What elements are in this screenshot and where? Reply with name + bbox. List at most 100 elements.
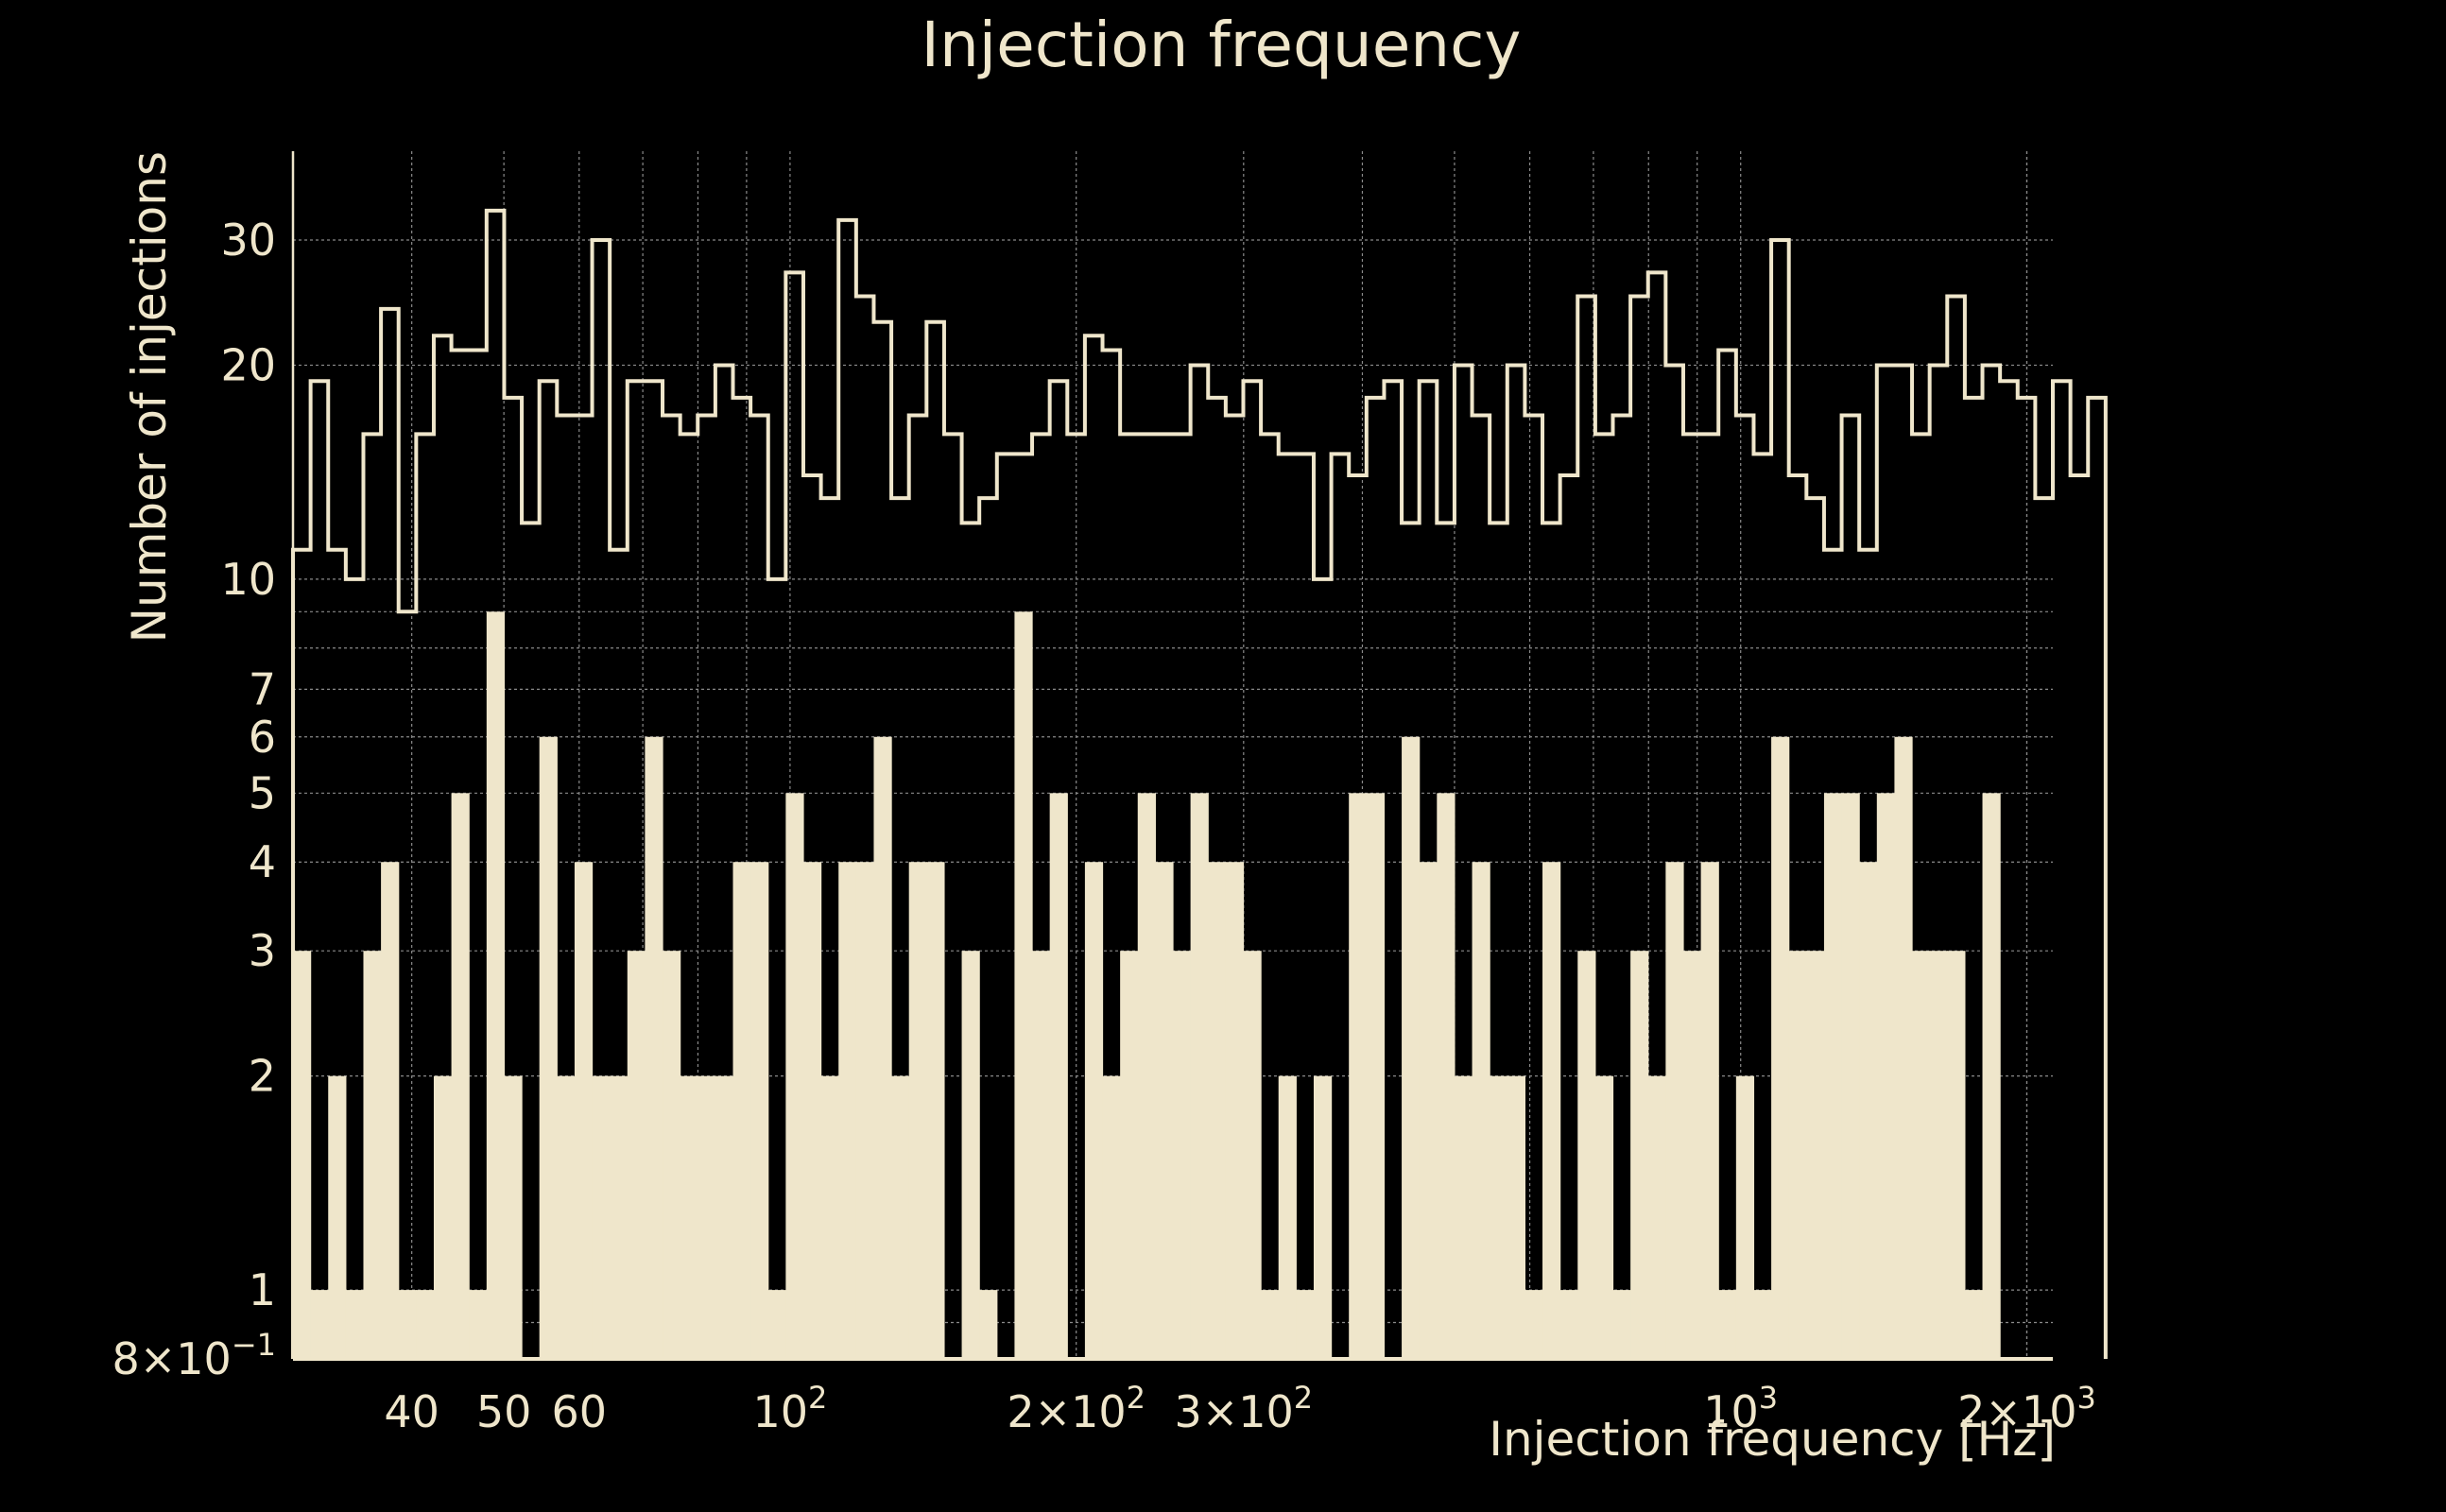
- histogram-bar: [1454, 1075, 1473, 1359]
- histogram-bar: [1137, 793, 1156, 1359]
- y-tick-label: 20: [220, 339, 276, 390]
- histogram-bar: [715, 1075, 734, 1359]
- histogram-bar: [592, 1075, 611, 1359]
- histogram-bar: [1173, 951, 1192, 1359]
- histogram-bar: [1524, 1290, 1543, 1359]
- x-axis-label: Injection frequency [Hz]: [1489, 1412, 2056, 1467]
- histogram-bar: [328, 1075, 347, 1359]
- histogram-bar: [574, 862, 594, 1359]
- histogram-bar: [1225, 862, 1245, 1359]
- histogram-bar: [698, 1075, 716, 1359]
- histogram-bar: [1490, 1075, 1508, 1359]
- histogram-bar: [1472, 862, 1490, 1359]
- histogram-bar: [1014, 611, 1033, 1359]
- histogram-bar: [1823, 793, 1843, 1359]
- x-tick-label: 3×102: [1174, 1380, 1313, 1437]
- histogram-bar: [416, 1290, 435, 1359]
- histogram-bar: [785, 793, 804, 1359]
- histogram-bar: [310, 1290, 329, 1359]
- histogram-bar: [1788, 951, 1807, 1359]
- x-tick-label: 102: [752, 1380, 827, 1437]
- histogram-bar: [610, 1075, 629, 1359]
- histogram-bar: [539, 736, 558, 1359]
- histogram-bar: [1630, 951, 1649, 1359]
- histogram-bar: [1753, 1290, 1772, 1359]
- y-axis-label: Number of injections: [122, 151, 177, 643]
- histogram-bar: [1278, 1075, 1297, 1359]
- y-tick-label: 10: [220, 554, 276, 605]
- histogram-bar: [1190, 793, 1209, 1359]
- histogram-bar: [1577, 951, 1596, 1359]
- histogram-bar: [1084, 862, 1104, 1359]
- histogram-bar: [1155, 862, 1174, 1359]
- histogram-bar: [645, 736, 663, 1359]
- axes: [291, 151, 2053, 1361]
- histogram-bar: [1594, 1075, 1614, 1359]
- histogram-bar: [979, 1290, 998, 1359]
- x-tick-label: 40: [384, 1386, 439, 1437]
- histogram-bar: [451, 793, 470, 1359]
- histogram-bar: [1771, 736, 1790, 1359]
- histogram-bar: [1366, 793, 1386, 1359]
- histogram-bar: [293, 951, 312, 1359]
- histogram-bar: [1507, 1075, 1525, 1359]
- histogram-bar: [363, 951, 382, 1359]
- y-tick-labels: 8×10−1 1 2 3 4 567 10 20 30: [112, 215, 276, 1384]
- histogram-bar: [891, 1075, 910, 1359]
- histogram-bar: [1982, 793, 2001, 1359]
- histogram-bar: [1542, 862, 1561, 1359]
- histogram-bar: [398, 1290, 417, 1359]
- chart-title: Injection frequency: [922, 9, 1522, 81]
- histogram-bar: [1261, 1290, 1280, 1359]
- histogram-bar: [469, 1290, 488, 1359]
- histogram-bar: [1735, 1075, 1755, 1359]
- histogram-bar: [1402, 736, 1421, 1359]
- histogram-bar: [873, 736, 892, 1359]
- y-tick-label: 3: [249, 925, 276, 976]
- histogram-bar: [345, 1290, 365, 1359]
- histogram-bar: [1947, 951, 1966, 1359]
- filled-histogram-series: [293, 611, 2001, 1359]
- histogram-bar: [1559, 1290, 1578, 1359]
- histogram-bar: [1929, 951, 1948, 1359]
- histogram-bar: [1806, 951, 1825, 1359]
- histogram-bar: [1049, 793, 1068, 1359]
- histogram-bar: [855, 862, 875, 1359]
- histogram-bar: [1208, 862, 1227, 1359]
- histogram-bar: [663, 951, 681, 1359]
- histogram-bar: [1612, 1290, 1631, 1359]
- step-outline-series: [291, 208, 2108, 1359]
- histogram-bar: [1665, 862, 1684, 1359]
- histogram-bar: [1120, 951, 1139, 1359]
- histogram-bar: [1964, 1290, 1984, 1359]
- histogram-bar: [1859, 862, 1878, 1359]
- histogram-bar: [433, 1075, 453, 1359]
- histogram-bar: [1243, 951, 1262, 1359]
- histogram-bar: [1349, 793, 1368, 1359]
- histogram-bar: [1419, 862, 1438, 1359]
- histogram-bar: [1912, 951, 1931, 1359]
- histogram-bar: [1647, 1075, 1666, 1359]
- y-tick-label: 2: [249, 1051, 276, 1102]
- histogram-bar: [557, 1075, 576, 1359]
- histogram-bar: [767, 1290, 786, 1359]
- histogram-bar: [1102, 1075, 1121, 1359]
- histogram-bar: [1682, 951, 1702, 1359]
- histogram-bar: [820, 1075, 839, 1359]
- histogram-bar: [1296, 1290, 1315, 1359]
- y-tick-label: 5: [249, 767, 276, 818]
- histogram-bar: [627, 951, 646, 1359]
- histogram-bar: [961, 951, 980, 1359]
- histogram-bar: [1718, 1290, 1737, 1359]
- histogram-bar: [750, 862, 769, 1359]
- y-tick-label: 6: [249, 712, 276, 763]
- histogram-bar: [908, 862, 927, 1359]
- histogram-bar: [486, 611, 506, 1359]
- x-tick-label: 2×103: [1957, 1380, 2096, 1437]
- y-tick-label: 4: [249, 836, 276, 887]
- y-tick-label: 7: [249, 663, 276, 714]
- histogram-bar: [926, 862, 945, 1359]
- y-tick-label: 1: [249, 1264, 276, 1315]
- histogram-bar: [680, 1075, 698, 1359]
